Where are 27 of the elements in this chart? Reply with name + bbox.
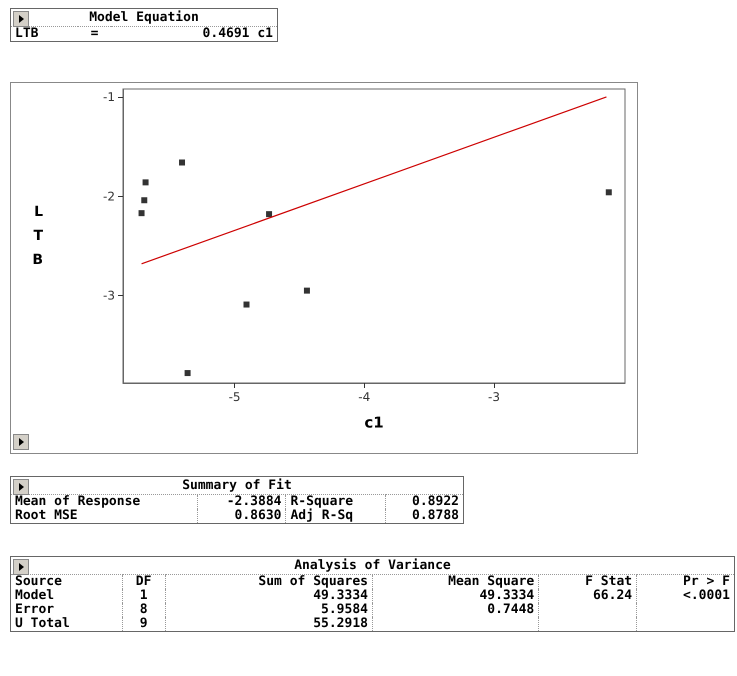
x-axis-title: c1 [364, 414, 384, 432]
text: Model 1 49.3334 49.3334 66.24 <.0001 [15, 588, 730, 603]
point [266, 211, 272, 218]
text: Root MSE 0.8630 Adj R-Sq 0.8788 [15, 508, 459, 523]
point [179, 160, 186, 166]
point [142, 179, 149, 186]
text: Model Equation [89, 10, 199, 25]
text: Mean of Response -2.3884 R-Square 0.8922 [15, 494, 459, 509]
point [304, 288, 310, 294]
y-tick-label: -2 [103, 189, 115, 204]
x-tick-label: -4 [358, 390, 370, 404]
y-axis-title: LTB [32, 204, 44, 268]
text: Error 8 5.9584 0.7448 [15, 602, 534, 617]
point [141, 197, 148, 204]
text: Source DF Sum of Squares Mean Square F Stat Pr > F [15, 574, 730, 589]
point [184, 370, 191, 376]
text: Analysis of Variance [294, 558, 451, 573]
x-tick-label: -3 [488, 390, 500, 404]
text: LTB = 0.4691 c1 [15, 26, 273, 41]
x-tick-label: -5 [228, 390, 241, 404]
point [138, 210, 145, 216]
point [243, 302, 250, 308]
y-tick-label: -1 [103, 90, 115, 104]
point [606, 189, 612, 196]
y-tick-label: -3 [103, 288, 115, 303]
text: U Total 9 55.2918 [15, 616, 368, 631]
text: Summary of Fit [182, 478, 292, 493]
